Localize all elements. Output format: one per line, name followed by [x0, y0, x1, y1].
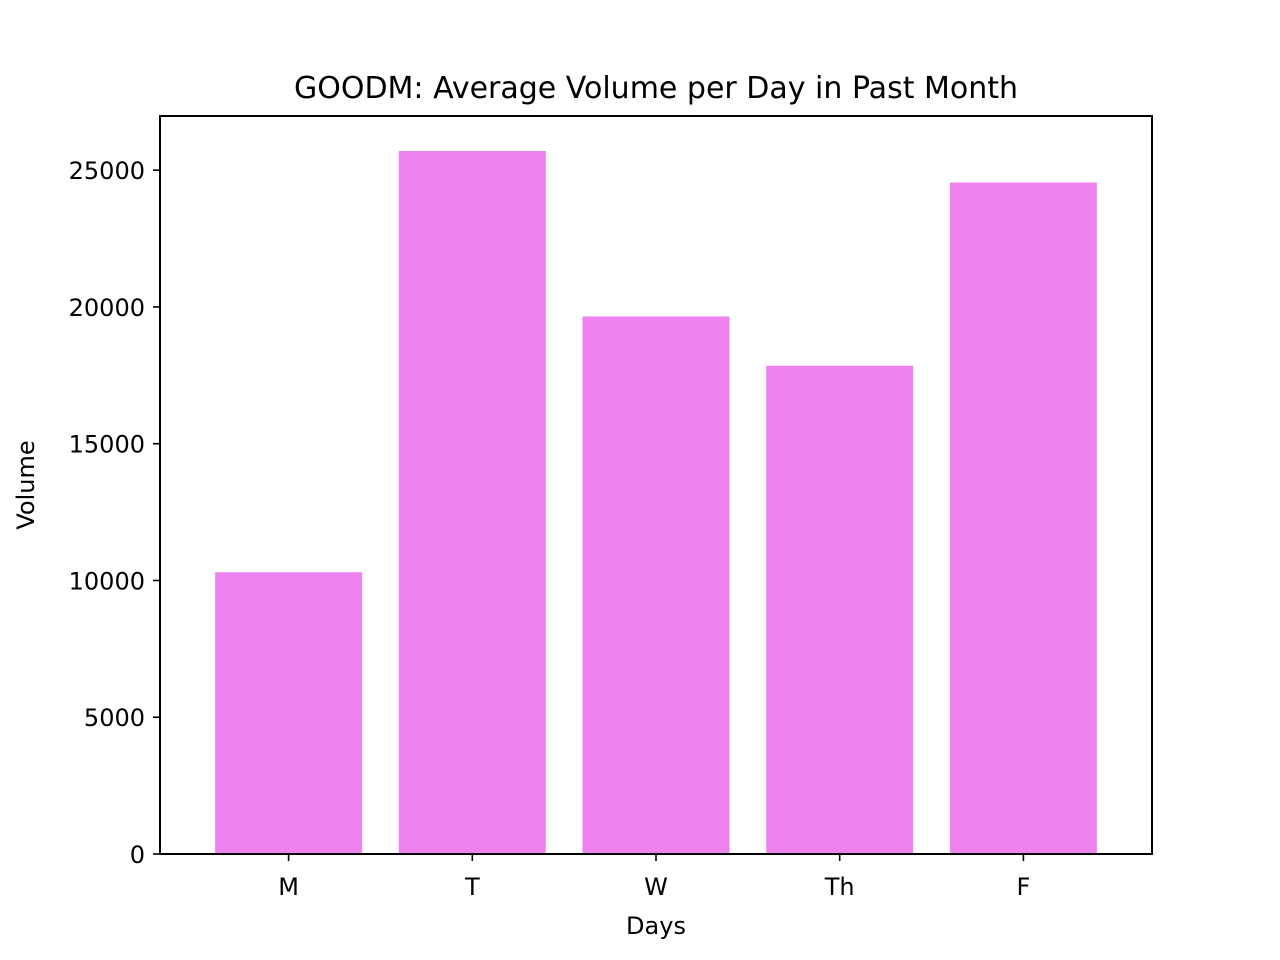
bar-m [215, 572, 363, 854]
chart-title: GOODM: Average Volume per Day in Past Mo… [294, 71, 1018, 106]
x-tick-label: T [464, 873, 480, 901]
x-axis-ticks: M T W Th F [278, 854, 1030, 901]
x-tick-label: F [1017, 873, 1031, 901]
x-tick-label: Th [824, 873, 855, 901]
x-tick-label: M [278, 873, 299, 901]
y-axis-label: Volume [12, 440, 40, 529]
plot-area-frame [159, 115, 1153, 855]
y-tick-label: 15000 [69, 431, 145, 459]
bars-group [215, 151, 1097, 855]
y-axis-ticks: 0 5000 10000 15000 20000 25000 [69, 157, 160, 869]
bar-w [582, 316, 730, 855]
x-axis-label: Days [626, 912, 686, 940]
y-tick-label: 0 [130, 841, 145, 869]
x-tick-label: W [644, 873, 668, 901]
bar-t [398, 151, 546, 855]
bar-th [766, 365, 914, 854]
y-tick-label: 25000 [69, 157, 145, 185]
y-tick-label: 20000 [69, 294, 145, 322]
y-tick-label: 5000 [84, 704, 145, 732]
bar-f [949, 182, 1097, 854]
y-tick-label: 10000 [69, 567, 145, 595]
